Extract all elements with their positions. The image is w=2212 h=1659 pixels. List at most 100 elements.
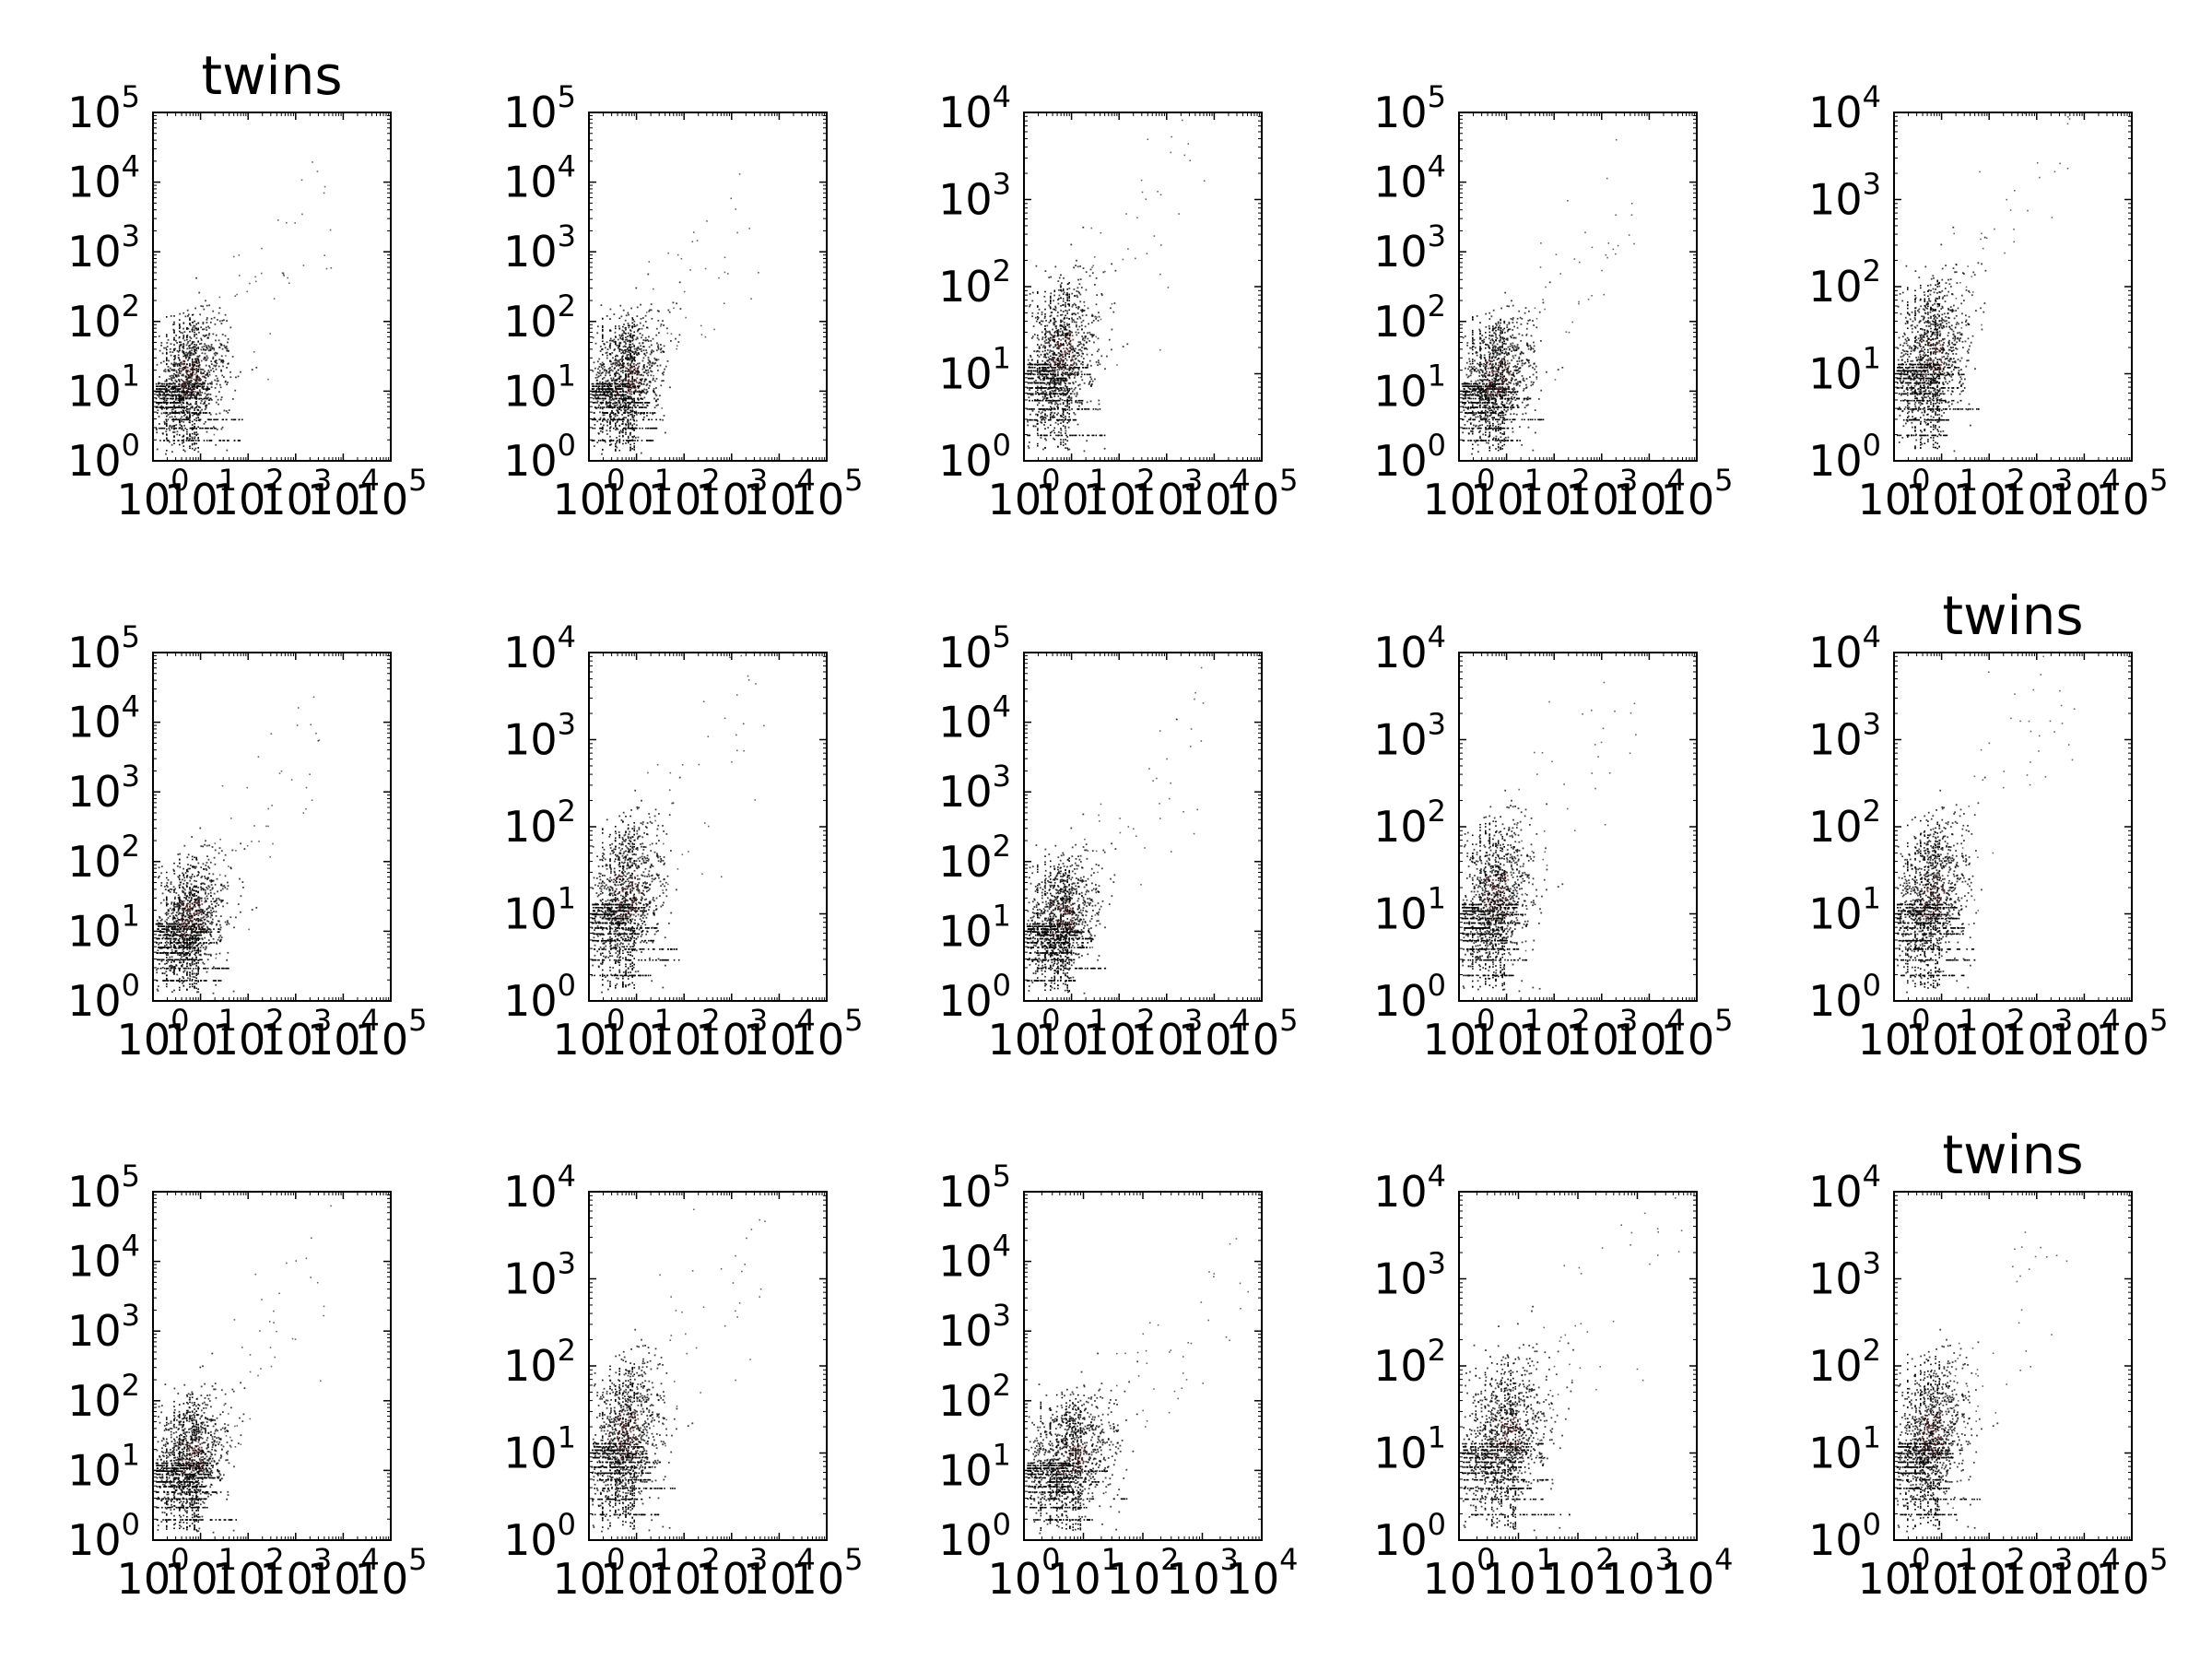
data-point (198, 398, 200, 400)
data-point (623, 385, 626, 388)
data-point (650, 374, 653, 377)
data-point (194, 391, 197, 393)
data-point (1074, 434, 1077, 437)
data-point (174, 374, 177, 376)
data-point (640, 392, 642, 394)
data-point (158, 394, 160, 396)
data-point (183, 412, 185, 414)
data-point (186, 408, 188, 410)
data-point (194, 427, 195, 429)
data-point (1081, 335, 1084, 337)
data-point (174, 358, 176, 359)
data-point (626, 411, 629, 414)
data-point (678, 334, 681, 336)
data-point (163, 370, 165, 372)
data-point (617, 355, 618, 358)
data-point (189, 368, 192, 371)
data-point (633, 401, 635, 403)
data-point (168, 389, 171, 391)
data-point (211, 347, 214, 349)
data-point (1047, 341, 1050, 344)
data-point (610, 399, 613, 401)
data-point (203, 308, 206, 311)
data-point (611, 410, 613, 413)
data-point (1075, 347, 1077, 350)
data-point (188, 347, 191, 349)
data-point (203, 440, 206, 441)
data-point (200, 372, 202, 375)
data-point (160, 382, 163, 385)
data-point (704, 267, 707, 270)
data-point (641, 327, 643, 330)
data-point (633, 402, 635, 404)
data-point (189, 377, 191, 379)
data-point (194, 349, 195, 351)
data-point (1049, 364, 1051, 366)
data-point (606, 391, 608, 393)
data-point (179, 380, 181, 382)
data-point (193, 347, 195, 350)
data-point (611, 406, 614, 409)
data-point (166, 342, 169, 344)
data-point (1068, 293, 1070, 296)
data-point (617, 338, 619, 341)
data-point (600, 388, 602, 390)
data-point (1068, 377, 1071, 380)
data-point (1048, 346, 1051, 347)
data-point (629, 364, 631, 367)
data-point (649, 440, 652, 441)
data-point (662, 350, 665, 352)
data-point (196, 381, 199, 383)
data-point (179, 365, 182, 367)
data-point (1095, 318, 1098, 320)
data-point (173, 336, 175, 339)
data-point (1042, 377, 1044, 380)
data-point (1086, 440, 1088, 442)
data-point (187, 327, 190, 330)
data-point (622, 337, 624, 339)
data-point (1082, 363, 1084, 366)
data-point (1057, 357, 1059, 359)
data-point (203, 382, 206, 384)
data-point (169, 385, 171, 387)
data-point (615, 391, 617, 393)
data-point (232, 255, 235, 258)
data-point (638, 362, 641, 365)
data-point (609, 426, 612, 429)
data-point (1073, 302, 1076, 305)
data-point (613, 379, 616, 382)
data-point (609, 441, 611, 442)
data-point (164, 368, 167, 371)
data-point (625, 404, 627, 406)
data-point (185, 393, 188, 395)
data-point (184, 382, 186, 385)
data-point (201, 408, 203, 411)
data-point (194, 423, 195, 425)
data-point (713, 328, 715, 331)
data-point (644, 354, 647, 357)
data-point (188, 410, 191, 413)
data-point (195, 323, 197, 325)
data-point (638, 394, 641, 395)
data-point (643, 371, 646, 373)
data-point (618, 324, 620, 327)
data-point (617, 378, 618, 381)
data-point (175, 427, 178, 429)
data-point (190, 375, 193, 378)
data-point (666, 360, 669, 362)
data-point (1027, 434, 1029, 437)
data-point (1056, 314, 1059, 317)
data-point (179, 361, 182, 364)
data-point (1065, 380, 1067, 382)
data-point (1030, 382, 1032, 384)
data-point (594, 427, 596, 429)
data-point (182, 420, 185, 423)
data-point (617, 394, 618, 396)
data-point (1050, 399, 1053, 402)
data-point (186, 391, 189, 393)
data-point (204, 408, 206, 411)
data-point (175, 335, 178, 336)
data-point (194, 350, 195, 353)
data-point (727, 273, 729, 275)
data-point (1044, 342, 1047, 345)
